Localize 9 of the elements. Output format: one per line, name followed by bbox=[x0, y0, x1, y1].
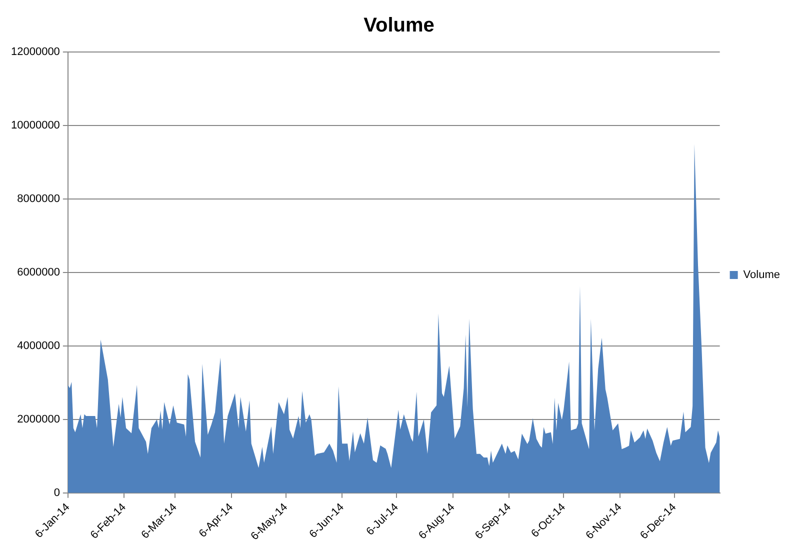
chart-title: Volume bbox=[364, 14, 434, 37]
y-tick-label: 6000000 bbox=[17, 266, 60, 278]
y-tick-label: 2000000 bbox=[17, 413, 60, 426]
y-tick-label: 4000000 bbox=[17, 340, 60, 352]
legend-label: Volume bbox=[743, 269, 780, 282]
y-tick-label: 0 bbox=[54, 486, 60, 499]
y-tick-label: 10000000 bbox=[10, 120, 60, 132]
y-tick-label: 8000000 bbox=[17, 192, 60, 205]
y-tick-label: 12000000 bbox=[10, 46, 60, 58]
